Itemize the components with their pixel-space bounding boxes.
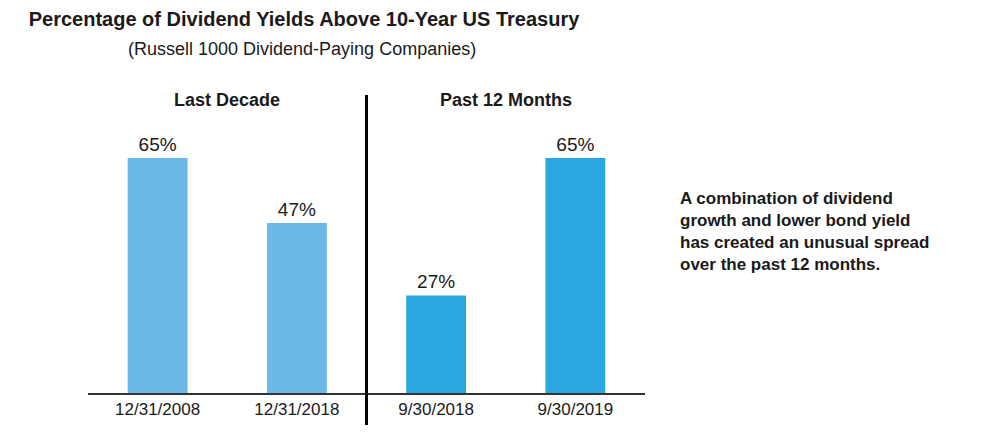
svg-text:65%: 65% <box>139 134 177 155</box>
svg-text:65%: 65% <box>556 134 594 155</box>
svg-text:9/30/2018: 9/30/2018 <box>398 400 474 419</box>
svg-text:27%: 27% <box>417 271 455 292</box>
svg-text:12/31/2008: 12/31/2008 <box>115 400 200 419</box>
svg-text:Past 12 Months: Past 12 Months <box>440 90 572 110</box>
svg-text:A combination of dividendgrowt: A combination of dividendgrowth and lowe… <box>680 189 929 274</box>
svg-text:(Russell 1000 Dividend-Paying: (Russell 1000 Dividend-Paying Companies) <box>128 39 476 59</box>
svg-text:12/31/2018: 12/31/2018 <box>254 400 339 419</box>
svg-text:Last Decade: Last Decade <box>174 90 280 110</box>
svg-text:9/30/2019: 9/30/2019 <box>538 400 614 419</box>
svg-text:Percentage of Dividend Yields: Percentage of Dividend Yields Above 10-Y… <box>29 8 580 30</box>
svg-text:47%: 47% <box>278 199 316 220</box>
